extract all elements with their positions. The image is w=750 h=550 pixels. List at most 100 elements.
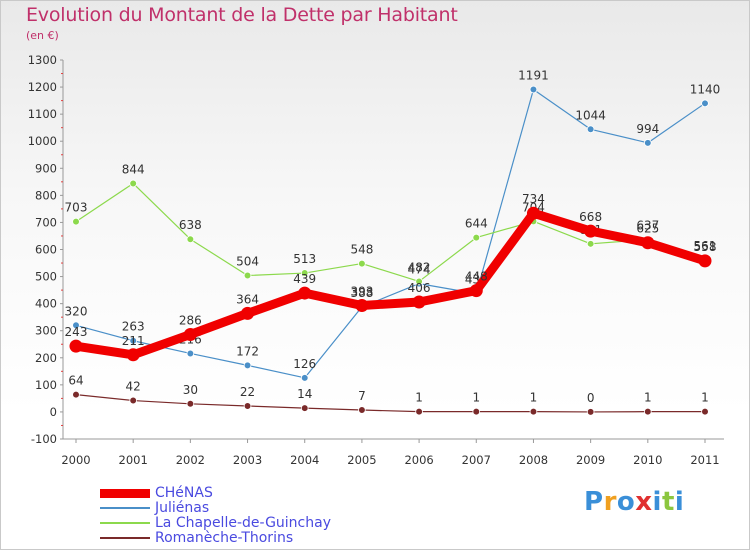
- legend-item: Romanèche-Thorins: [100, 530, 430, 546]
- data-label-la-chapelle-de-guinchay: 482: [408, 260, 431, 274]
- data-point-la-chapelle-de-guinchay: [415, 277, 423, 286]
- x-tick-label: 2002: [176, 453, 205, 467]
- data-label-juli-nas: 1191: [518, 69, 549, 83]
- data-point-ch-nas: [183, 328, 197, 342]
- data-label-roman-che-thorins: 1: [472, 391, 480, 405]
- data-point-juli-nas: [644, 139, 652, 147]
- data-label-juli-nas: 474: [408, 263, 431, 277]
- data-label-ch-nas: 625: [636, 222, 659, 236]
- data-label-ch-nas: 558: [694, 240, 717, 254]
- y-tick-label: 600: [35, 243, 57, 257]
- x-tick-label: 2007: [462, 453, 491, 467]
- data-label-juli-nas: 126: [293, 357, 316, 371]
- data-point-roman-che-thorins: [243, 402, 252, 410]
- y-tick-label: 1000: [28, 134, 57, 148]
- data-point-juli-nas: [243, 361, 252, 370]
- legend-label: Juliénas: [155, 500, 210, 516]
- data-label-la-chapelle-de-guinchay: 844: [122, 162, 145, 176]
- logo-letter: P: [584, 487, 604, 517]
- data-point-roman-che-thorins: [472, 407, 481, 416]
- series-line-ch-nas: [71, 208, 710, 360]
- data-label-juli-nas: 994: [636, 122, 659, 136]
- y-tick-label: 500: [35, 270, 57, 284]
- data-point-ch-nas: [641, 236, 655, 250]
- y-tick-label: 200: [35, 351, 57, 365]
- data-point-juli-nas: [586, 125, 595, 134]
- x-tick-label: 2005: [347, 453, 376, 467]
- x-tick-label: 2008: [519, 453, 548, 467]
- chart-title: Evolution du Montant de la Dette par Hab…: [26, 4, 458, 26]
- logo-letter: r: [603, 487, 617, 517]
- data-label-juli-nas: 263: [122, 320, 145, 334]
- data-label-juli-nas: 388: [350, 286, 373, 300]
- data-label-juli-nas: 1044: [575, 108, 606, 122]
- data-point-la-chapelle-de-guinchay: [129, 179, 137, 188]
- data-label-roman-che-thorins: 1: [644, 391, 652, 405]
- legend-swatch: [100, 507, 150, 509]
- data-point-la-chapelle-de-guinchay: [472, 233, 481, 242]
- legend-item: Juliénas: [100, 500, 430, 516]
- y-tick-label: 800: [35, 188, 57, 202]
- x-tick-label: 2000: [61, 453, 90, 467]
- data-point-roman-che-thorins: [358, 406, 366, 414]
- data-label-ch-nas: 243: [65, 325, 88, 339]
- data-label-ch-nas: 364: [236, 292, 259, 306]
- data-point-la-chapelle-de-guinchay: [243, 271, 252, 280]
- data-label-la-chapelle-de-guinchay: 644: [465, 217, 488, 231]
- data-point-la-chapelle-de-guinchay: [186, 235, 195, 244]
- data-point-roman-che-thorins: [72, 390, 80, 399]
- data-point-roman-che-thorins: [529, 407, 538, 416]
- x-tick-label: 2009: [576, 453, 605, 467]
- data-label-roman-che-thorins: 1: [530, 391, 538, 405]
- chart-subtitle: (en €): [26, 29, 59, 42]
- data-label-roman-che-thorins: 7: [358, 389, 366, 403]
- data-point-roman-che-thorins: [300, 404, 309, 412]
- x-tick-label: 2010: [633, 453, 662, 467]
- data-point-roman-che-thorins: [415, 407, 423, 416]
- y-tick-label: 900: [35, 161, 57, 175]
- y-tick-label: 1300: [28, 53, 57, 67]
- data-point-ch-nas: [412, 295, 426, 309]
- proxiti-logo: Proxiti: [584, 487, 684, 517]
- data-label-roman-che-thorins: 30: [183, 383, 198, 397]
- data-point-juli-nas: [701, 99, 709, 108]
- data-point-roman-che-thorins: [644, 407, 652, 416]
- y-tick-label: 400: [35, 297, 57, 311]
- data-label-ch-nas: 286: [179, 314, 202, 328]
- data-point-roman-che-thorins: [129, 396, 137, 405]
- y-tick-label: 0: [50, 405, 57, 419]
- data-point-ch-nas: [355, 299, 369, 313]
- x-tick-label: 2011: [690, 453, 719, 467]
- series-line-la-chapelle-de-guinchay: [75, 182, 706, 283]
- x-tick-label: 2006: [404, 453, 433, 467]
- data-label-ch-nas: 406: [408, 281, 431, 295]
- data-point-ch-nas: [698, 254, 712, 268]
- legend-swatch: [100, 537, 150, 539]
- legend-swatch: [100, 522, 150, 524]
- data-label-la-chapelle-de-guinchay: 548: [350, 243, 373, 257]
- data-label-la-chapelle-de-guinchay: 703: [65, 201, 88, 215]
- data-point-roman-che-thorins: [586, 408, 595, 416]
- data-point-roman-che-thorins: [701, 407, 709, 416]
- y-tick-label: 700: [35, 215, 57, 229]
- legend-label: La Chapelle-de-Guinchay: [155, 515, 331, 531]
- data-label-la-chapelle-de-guinchay: 637: [636, 218, 659, 232]
- logo-letter: x: [635, 487, 653, 517]
- data-label-juli-nas: 320: [65, 304, 88, 318]
- legend-item: La Chapelle-de-Guinchay: [100, 515, 430, 531]
- data-label-roman-che-thorins: 1: [701, 391, 709, 405]
- y-tick-label: -100: [31, 432, 57, 446]
- data-point-juli-nas: [129, 336, 137, 345]
- data-label-juli-nas: 172: [236, 344, 259, 358]
- data-label-roman-che-thorins: 0: [587, 391, 595, 405]
- data-label-la-chapelle-de-guinchay: 504: [236, 254, 259, 268]
- data-label-juli-nas: 1140: [690, 82, 721, 96]
- y-tick-label: 1200: [28, 80, 57, 94]
- data-label-la-chapelle-de-guinchay: 513: [293, 252, 316, 266]
- logo-letter: i: [674, 487, 685, 517]
- data-label-roman-che-thorins: 1: [415, 391, 423, 405]
- data-label-la-chapelle-de-guinchay: 638: [179, 218, 202, 232]
- logo-letter: i: [652, 487, 662, 517]
- data-point-ch-nas: [298, 286, 312, 300]
- data-point-juli-nas: [529, 85, 538, 94]
